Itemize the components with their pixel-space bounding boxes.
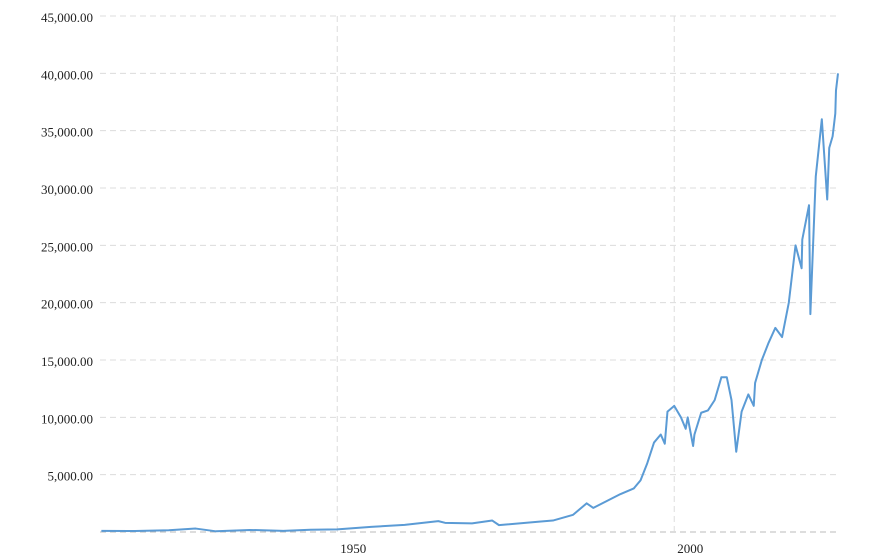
y-tick-label: 45,000.00 — [41, 10, 93, 25]
y-tick-label: 30,000.00 — [41, 182, 93, 197]
y-tick-label: 25,000.00 — [41, 239, 93, 254]
y-tick-label: 10,000.00 — [41, 411, 93, 426]
data-line — [101, 73, 839, 533]
y-tick-label: 15,000.00 — [41, 354, 93, 369]
y-tick-label: 40,000.00 — [41, 67, 93, 82]
x-tick-label: 1950 — [340, 541, 366, 556]
x-tick-label: 2000 — [677, 541, 703, 556]
y-tick-label: 35,000.00 — [41, 125, 93, 140]
y-tick-label: 5,000.00 — [48, 469, 94, 484]
y-tick-label: 20,000.00 — [41, 297, 93, 312]
